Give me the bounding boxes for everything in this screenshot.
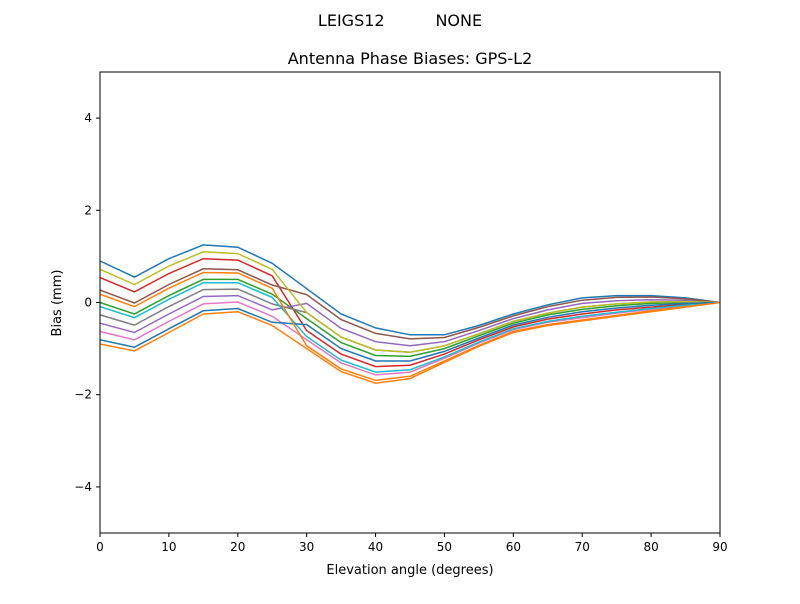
- series-line: [99, 271, 721, 382]
- x-tick-label: 20: [230, 540, 245, 554]
- suptitle: LEIGS12 NONE: [318, 11, 482, 30]
- x-tick-label: 10: [161, 540, 176, 554]
- x-axis: 0 10 20 30 40 50 60 70 80 90: [96, 533, 728, 554]
- series-line: [99, 301, 721, 384]
- x-tick-label: 0: [96, 540, 104, 554]
- series-line: [99, 257, 721, 368]
- y-tick-label: −2: [74, 388, 92, 402]
- y-tick-label: 0: [84, 296, 92, 310]
- series-line: [99, 301, 721, 376]
- chart-title: Antenna Phase Biases: GPS-L2: [288, 49, 533, 68]
- series-line: [99, 281, 721, 373]
- y-axis: −4 −2 0 2 4: [74, 111, 100, 494]
- series-lines: [99, 244, 721, 384]
- x-tick-label: 70: [575, 540, 590, 554]
- series-line: [99, 301, 721, 362]
- series-line: [99, 268, 721, 340]
- y-tick-label: 4: [84, 111, 92, 125]
- y-tick-label: −4: [74, 480, 92, 494]
- x-tick-label: 50: [437, 540, 452, 554]
- y-axis-label: Bias (mm): [50, 270, 65, 337]
- x-tick-label: 30: [299, 540, 314, 554]
- series-line: [99, 288, 721, 354]
- series-line: [99, 294, 721, 347]
- x-tick-label: 80: [643, 540, 658, 554]
- x-tick-label: 40: [368, 540, 383, 554]
- series-line: [99, 251, 721, 354]
- x-tick-label: 90: [712, 540, 727, 554]
- x-tick-label: 60: [506, 540, 521, 554]
- series-line: [99, 278, 720, 358]
- series-line: [99, 244, 721, 336]
- y-tick-label: 2: [84, 203, 92, 217]
- x-axis-label: Elevation angle (degrees): [326, 563, 493, 578]
